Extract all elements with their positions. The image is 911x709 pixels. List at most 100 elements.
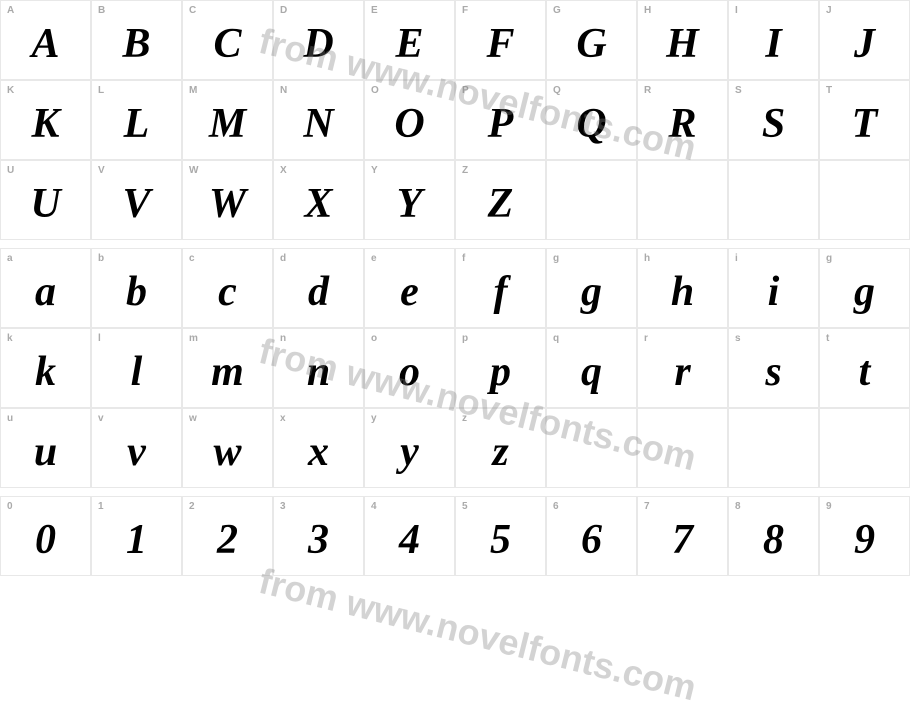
glyph-cell: GG xyxy=(546,0,637,80)
glyph-key-label: w xyxy=(189,413,197,424)
glyph-key-label: l xyxy=(98,333,101,344)
glyph-cell: MM xyxy=(182,80,273,160)
glyph-char: Q xyxy=(576,103,606,145)
glyph-cell: 00 xyxy=(0,496,91,576)
glyph-char: c xyxy=(218,271,237,313)
glyph-cell: JJ xyxy=(819,0,910,80)
glyph-key-label: x xyxy=(280,413,286,424)
glyph-key-label: 3 xyxy=(280,501,286,512)
glyph-key-label: B xyxy=(98,5,105,16)
glyph-key-label: n xyxy=(280,333,286,344)
glyph-char: W xyxy=(209,183,246,225)
glyph-key-label: p xyxy=(462,333,468,344)
glyph-cell: oo xyxy=(364,328,455,408)
glyph-cell: 77 xyxy=(637,496,728,576)
glyph-key-label: b xyxy=(98,253,104,264)
section-digits: 00112233445566778899 xyxy=(0,496,911,576)
glyph-char: p xyxy=(490,351,511,393)
glyph-key-label: K xyxy=(7,85,14,96)
glyph-char: f xyxy=(494,271,508,313)
glyph-cell: TT xyxy=(819,80,910,160)
glyph-key-label: k xyxy=(7,333,13,344)
glyph-cell: yy xyxy=(364,408,455,488)
glyph-row: KKLLMMNNOOPPQQRRSSTT xyxy=(0,80,911,160)
glyph-cell: dd xyxy=(273,248,364,328)
section-uppercase: AABBCCDDEEFFGGHHIIJJKKLLMMNNOOPPQQRRSSTT… xyxy=(0,0,911,240)
glyph-char: l xyxy=(131,351,143,393)
glyph-cell: QQ xyxy=(546,80,637,160)
glyph-char: J xyxy=(854,23,875,65)
glyph-cell: 99 xyxy=(819,496,910,576)
glyph-row: UUVVWWXXYYZZ xyxy=(0,160,911,240)
glyph-char: 6 xyxy=(581,519,602,561)
glyph-key-label: T xyxy=(826,85,832,96)
glyph-cell: kk xyxy=(0,328,91,408)
glyph-key-label: N xyxy=(280,85,287,96)
glyph-cell: ss xyxy=(728,328,819,408)
glyph-cell-empty xyxy=(728,408,819,488)
glyph-char: B xyxy=(122,23,150,65)
glyph-row: uuvvwwxxyyzz xyxy=(0,408,911,488)
glyph-key-label: o xyxy=(371,333,377,344)
glyph-key-label: 1 xyxy=(98,501,104,512)
glyph-char: X xyxy=(304,183,332,225)
glyph-cell: ww xyxy=(182,408,273,488)
glyph-char: K xyxy=(31,103,59,145)
glyph-cell: ZZ xyxy=(455,160,546,240)
glyph-char: 3 xyxy=(308,519,329,561)
glyph-key-label: 7 xyxy=(644,501,650,512)
glyph-cell: YY xyxy=(364,160,455,240)
glyph-key-label: O xyxy=(371,85,379,96)
glyph-chart: AABBCCDDEEFFGGHHIIJJKKLLMMNNOOPPQQRRSSTT… xyxy=(0,0,911,576)
glyph-key-label: V xyxy=(98,165,105,176)
glyph-char: g xyxy=(854,271,875,313)
section-lowercase: aabbccddeeffgghhiiggkkllmmnnooppqqrrsstt… xyxy=(0,248,911,488)
glyph-key-label: D xyxy=(280,5,287,16)
glyph-key-label: Z xyxy=(462,165,468,176)
glyph-key-label: r xyxy=(644,333,648,344)
glyph-char: q xyxy=(581,351,602,393)
glyph-key-label: 9 xyxy=(826,501,832,512)
glyph-key-label: s xyxy=(735,333,741,344)
glyph-cell: RR xyxy=(637,80,728,160)
glyph-char: n xyxy=(307,351,330,393)
glyph-cell: 11 xyxy=(91,496,182,576)
glyph-cell: 55 xyxy=(455,496,546,576)
glyph-char: g xyxy=(581,271,602,313)
glyph-key-label: M xyxy=(189,85,197,96)
glyph-key-label: d xyxy=(280,253,286,264)
glyph-char: U xyxy=(30,183,60,225)
glyph-key-label: 0 xyxy=(7,501,13,512)
glyph-key-label: 4 xyxy=(371,501,377,512)
glyph-cell-empty xyxy=(546,408,637,488)
glyph-cell-empty xyxy=(637,408,728,488)
glyph-char: O xyxy=(394,103,424,145)
glyph-char: y xyxy=(400,431,419,473)
glyph-char: E xyxy=(395,23,423,65)
glyph-char: 0 xyxy=(35,519,56,561)
glyph-cell: SS xyxy=(728,80,819,160)
glyph-key-label: c xyxy=(189,253,195,264)
glyph-cell: OO xyxy=(364,80,455,160)
glyph-char: S xyxy=(762,103,785,145)
glyph-cell: 88 xyxy=(728,496,819,576)
glyph-cell: 66 xyxy=(546,496,637,576)
glyph-char: D xyxy=(303,23,333,65)
glyph-char: T xyxy=(852,103,878,145)
glyph-cell: UU xyxy=(0,160,91,240)
glyph-cell: ll xyxy=(91,328,182,408)
glyph-char: d xyxy=(308,271,329,313)
glyph-char: 8 xyxy=(763,519,784,561)
glyph-cell: LL xyxy=(91,80,182,160)
glyph-cell: AA xyxy=(0,0,91,80)
glyph-char: b xyxy=(126,271,147,313)
glyph-key-label: H xyxy=(644,5,651,16)
glyph-char: Z xyxy=(488,183,514,225)
glyph-cell: nn xyxy=(273,328,364,408)
glyph-char: G xyxy=(576,23,606,65)
glyph-char: o xyxy=(399,351,420,393)
glyph-key-label: Y xyxy=(371,165,378,176)
glyph-cell: BB xyxy=(91,0,182,80)
glyph-cell: xx xyxy=(273,408,364,488)
glyph-cell-empty xyxy=(637,160,728,240)
